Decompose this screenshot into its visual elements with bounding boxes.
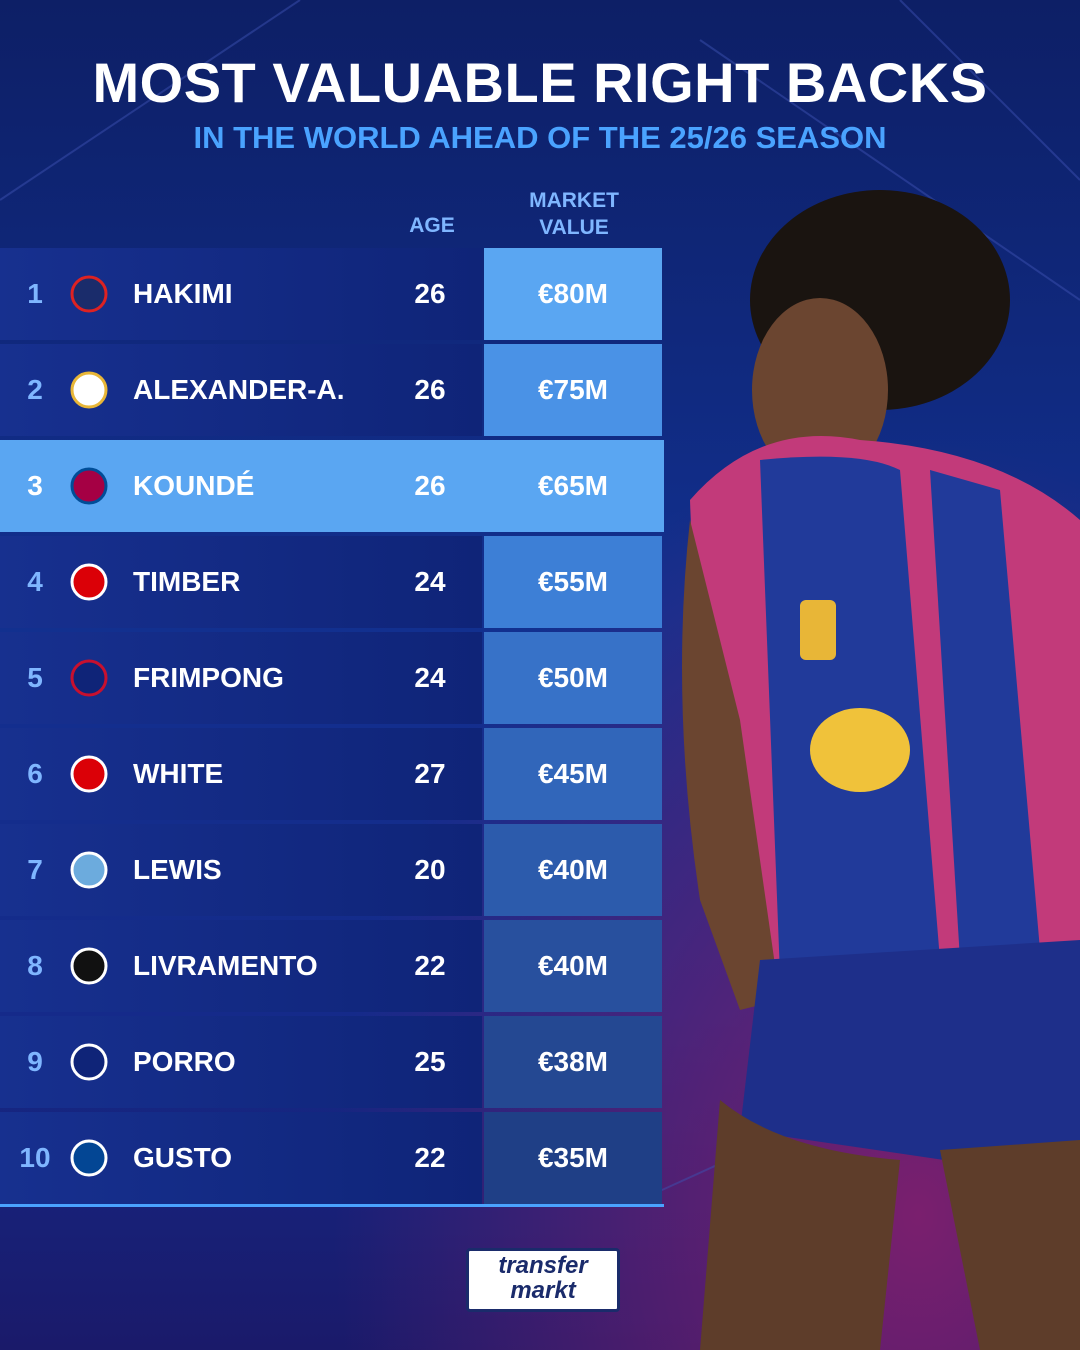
player-name: HAKIMI (133, 278, 233, 309)
value-cell (484, 1016, 662, 1108)
age: 20 (414, 854, 446, 885)
table-row: 7 LEWIS 20 €40M (0, 824, 664, 916)
age: 26 (414, 278, 446, 309)
market-value: €45M (537, 758, 609, 789)
table-row: 1 HAKIMI 26 €80M (0, 248, 664, 340)
club-crest (70, 275, 108, 313)
market-value: €75M (537, 374, 609, 405)
player-name: GUSTO (133, 1142, 233, 1173)
logo-text: markt (510, 1277, 576, 1304)
rank: 3 (27, 470, 43, 501)
age: 27 (414, 758, 446, 789)
club-crest (70, 467, 108, 505)
club-crest (70, 755, 108, 793)
table-row: 4 TIMBER 24 €55M (0, 536, 664, 628)
market-value: €35M (537, 1142, 609, 1173)
table-row: 8 LIVRAMENTO 22 €40M (0, 920, 664, 1012)
value-cell (484, 536, 662, 628)
rank: 4 (27, 566, 43, 597)
value-cell (484, 920, 662, 1012)
market-value: €50M (537, 662, 609, 693)
table-row: 6 WHITE 27 €45M (0, 728, 664, 820)
table-row: 5 FRIMPONG 24 €50M (0, 632, 664, 724)
age: 25 (414, 1046, 446, 1077)
column-header: MARKET VALUE (529, 189, 619, 239)
club-crest (70, 947, 108, 985)
rank: 1 (27, 278, 43, 309)
brand-logo: transfer markt (466, 1248, 620, 1312)
rank: 5 (27, 662, 43, 693)
table-row: 9 PORRO 25 €38M (0, 1016, 664, 1108)
row-band (0, 440, 664, 532)
table-row: 10 GUSTO 22 €35M (0, 1112, 664, 1204)
market-value: €80M (537, 278, 609, 309)
value-cell (484, 344, 662, 436)
rank: 10 (19, 1142, 51, 1173)
age: 22 (414, 950, 446, 981)
market-value: €38M (537, 1046, 609, 1077)
subtitle: IN THE WORLD AHEAD OF THE 25/26 SEASON (193, 120, 887, 155)
player-figure (682, 190, 1080, 1350)
player-name: ALEXANDER-A. (133, 374, 345, 405)
rank: 8 (27, 950, 43, 981)
club-crest (70, 851, 108, 889)
market-value: €40M (537, 854, 609, 885)
logo-text: transfer (498, 1252, 588, 1279)
club-crest (70, 1139, 108, 1177)
club-crest (70, 1043, 108, 1081)
rank: 6 (27, 758, 43, 789)
age: 26 (414, 374, 446, 405)
age: 22 (414, 1142, 446, 1173)
market-value: €65M (537, 470, 609, 501)
club-crest (70, 563, 108, 601)
value-cell (484, 728, 662, 820)
value-cell (484, 824, 662, 916)
player-name: TIMBER (133, 566, 241, 597)
table-rule (0, 1204, 664, 1207)
player-name: FRIMPONG (133, 662, 284, 693)
player-name: LEWIS (133, 854, 222, 885)
table-row: 2 ALEXANDER-A. 26 €75M (0, 344, 664, 436)
title: MOST VALUABLE RIGHT BACKS (92, 51, 988, 114)
player-name: WHITE (133, 758, 224, 789)
rank: 7 (27, 854, 43, 885)
age: 26 (414, 470, 446, 501)
player-name: PORRO (133, 1046, 236, 1077)
age: 24 (414, 566, 446, 597)
player-name: LIVRAMENTO (133, 950, 318, 981)
rank: 2 (27, 374, 43, 405)
rank: 9 (27, 1046, 43, 1077)
table-row: 3 KOUNDÉ 26 €65M (0, 440, 664, 532)
value-cell (484, 1112, 662, 1204)
market-value: €40M (537, 950, 609, 981)
value-cell (484, 632, 662, 724)
value-cell (484, 248, 662, 340)
club-crest (70, 371, 108, 409)
age: 24 (414, 662, 446, 693)
market-value: €55M (537, 566, 609, 597)
player-name: KOUNDÉ (133, 470, 255, 501)
column-header: AGE (409, 214, 455, 237)
club-crest (70, 659, 108, 697)
